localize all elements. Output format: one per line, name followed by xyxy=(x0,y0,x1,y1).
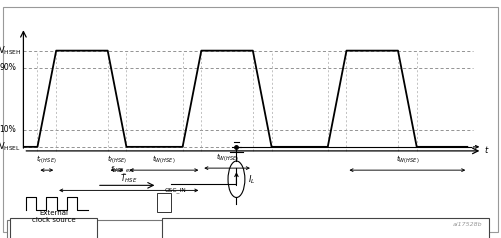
Text: t: t xyxy=(484,146,488,155)
Text: T$_{HSE}$: T$_{HSE}$ xyxy=(120,172,138,185)
Bar xyxy=(11,218,97,238)
Bar xyxy=(7,220,487,238)
Text: t$_{r(HSE)}$: t$_{r(HSE)}$ xyxy=(37,153,57,164)
Text: $\mathregular{V_{HSEL}}$: $\mathregular{V_{HSEL}}$ xyxy=(0,141,21,153)
Text: External
clock source: External clock source xyxy=(32,210,76,223)
Text: t$_{W(HSE)}$: t$_{W(HSE)}$ xyxy=(152,153,176,164)
Text: OSC_IN: OSC_IN xyxy=(165,188,186,193)
Bar xyxy=(161,218,489,238)
Text: 90%: 90% xyxy=(0,64,17,72)
Text: $I_L$: $I_L$ xyxy=(248,173,256,185)
Text: t$_{W(HSE)}$: t$_{W(HSE)}$ xyxy=(396,153,419,164)
Text: ai17528b: ai17528b xyxy=(452,222,482,227)
Text: t$_{W(HSE)}$: t$_{W(HSE)}$ xyxy=(215,151,238,163)
Bar xyxy=(157,193,171,212)
Text: t$_{f(HSE)}$: t$_{f(HSE)}$ xyxy=(107,153,127,164)
Text: $\mathregular{V_{HSEH}}$: $\mathregular{V_{HSEH}}$ xyxy=(0,45,21,57)
Text: $f_{HSE\_ext}$: $f_{HSE\_ext}$ xyxy=(110,165,136,177)
Text: 10%: 10% xyxy=(0,125,17,134)
